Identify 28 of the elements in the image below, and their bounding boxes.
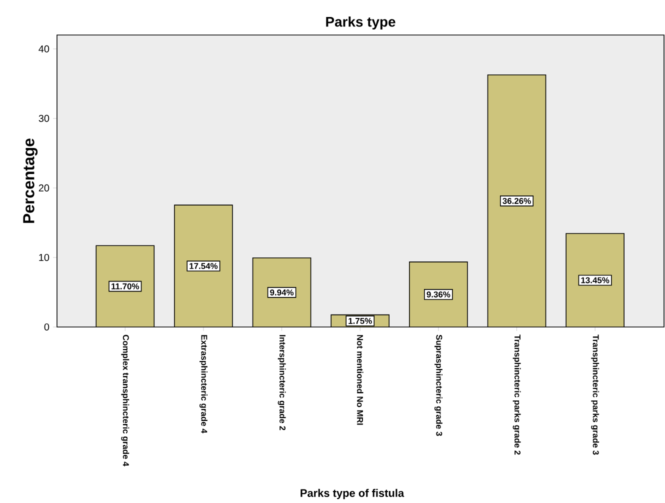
- x-axis-title: Parks type of fistula: [300, 488, 404, 500]
- bar: [174, 205, 232, 327]
- bar: [252, 258, 311, 327]
- x-tick-label: Transphincteric parks grade 3: [591, 334, 600, 455]
- bar: [488, 74, 546, 327]
- y-tick-label: 30: [38, 114, 50, 122]
- bar: [409, 262, 468, 327]
- data-label: 13.45%: [581, 277, 610, 284]
- bar: [566, 233, 624, 327]
- y-axis-title: Percentage: [23, 138, 38, 223]
- data-label: 11.70%: [112, 283, 140, 290]
- y-tick-label: 10: [39, 254, 50, 261]
- y-tick-label: 20: [38, 184, 50, 192]
- x-tick-label: Extrasphincteric grade 4: [200, 335, 208, 434]
- x-tick-label: Suprasphincteric grade 3: [434, 334, 442, 436]
- x-tick-label: Intersphincteric grade 2: [278, 335, 286, 430]
- data-label: 9.94%: [270, 289, 294, 296]
- chart-title: Parks type: [326, 16, 396, 30]
- bar: [96, 246, 154, 327]
- x-tick-label: Not mentioned No MRI: [357, 335, 364, 425]
- data-label: 17.54%: [190, 263, 218, 270]
- x-tick-label: Complex transphincteric grade 4: [121, 334, 130, 466]
- data-label: 1.75%: [348, 318, 372, 324]
- data-label: 9.36%: [426, 291, 450, 298]
- x-tick-label: Transphincteric parks grade 2: [512, 334, 521, 455]
- data-label: 36.26%: [502, 198, 531, 204]
- y-tick-label: 40: [38, 45, 50, 52]
- y-tick-label: 0: [44, 323, 50, 331]
